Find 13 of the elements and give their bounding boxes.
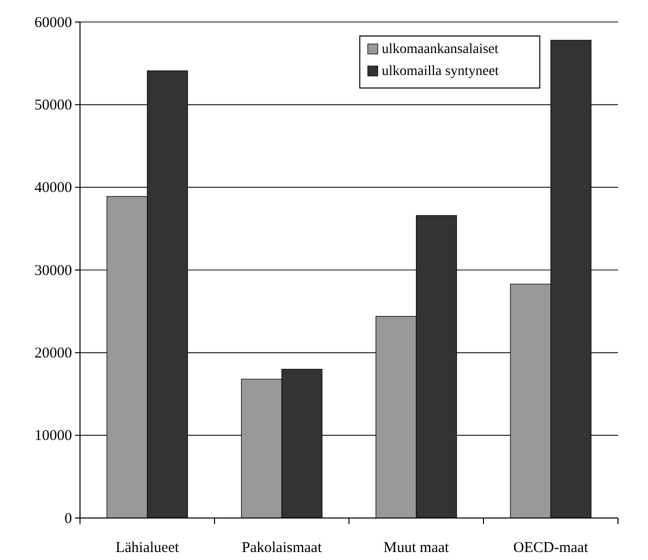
y-tick-label: 30000 — [34, 262, 72, 279]
x-tick-label: Lähialueet — [116, 540, 180, 556]
y-tick-label: 50000 — [34, 97, 72, 114]
legend-label: ulkomaankansalaiset — [382, 42, 498, 57]
y-tick-label: 10000 — [34, 428, 72, 444]
x-tick-label: Muut maat — [384, 540, 450, 556]
x-tick-label: OECD-maat — [513, 540, 590, 556]
y-tick-label: 60000 — [34, 14, 72, 31]
y-tick-label: 20000 — [34, 345, 72, 362]
y-tick-label: 40000 — [34, 180, 72, 196]
y-tick-label: 0 — [64, 510, 72, 527]
x-tick-label: Pakolaismaat — [242, 540, 323, 556]
legend-label: ulkomailla syntyneet — [382, 64, 499, 79]
